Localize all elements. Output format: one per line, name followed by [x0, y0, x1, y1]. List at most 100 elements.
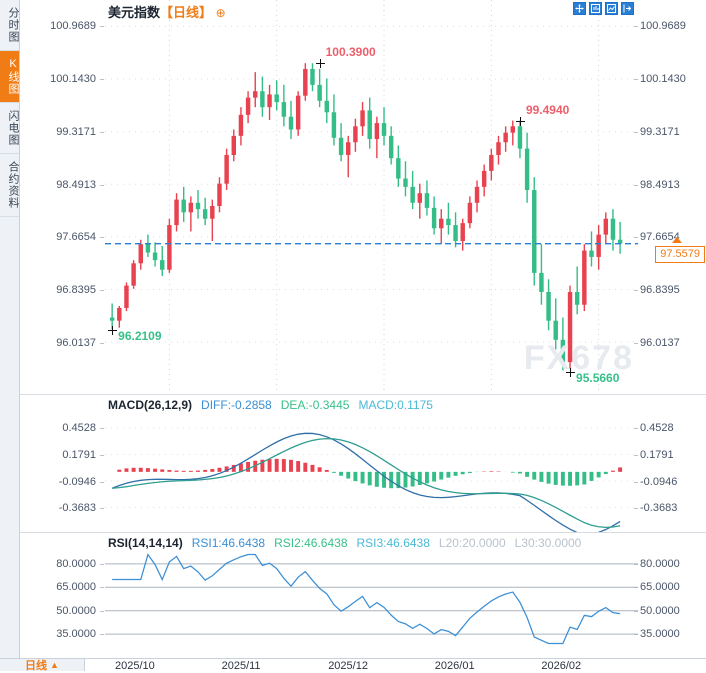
date-axis-label: 2025/11: [221, 660, 261, 672]
axis-tick: 96.0137: [640, 336, 680, 349]
axis-tick: 100.1430: [50, 73, 96, 86]
rsi-pane[interactable]: RSI(14,14,14) RSI1:46.6438 RSI2:46.6438 RSI…: [20, 533, 706, 659]
axis-tick: 97.6654: [56, 231, 96, 244]
axis-tickmark: [634, 508, 638, 510]
rsi-l30-value: L30:30.0000: [514, 536, 582, 550]
axis-tickmark: [100, 237, 104, 239]
axis-tickmark: [100, 290, 104, 292]
axis-tickmark: [100, 587, 104, 589]
rsi-axis-right: 80.0000 65.0000 50.0000 35.0000: [634, 533, 706, 659]
annotation-high-100-3900: 100.3900: [325, 45, 376, 60]
macd-pane[interactable]: MACD(26,12,9) DIFF:-0.2858 DEA:-0.3445 MACD…: [20, 395, 706, 533]
axis-tick: 99.3171: [56, 125, 96, 138]
rsi-l20-value: L20:20.0000: [438, 536, 506, 550]
footer-period-button[interactable]: 日线 ▲: [0, 659, 85, 672]
axis-tick: 100.9689: [50, 20, 96, 33]
axis-tickmark: [100, 454, 104, 456]
axis-tickmark: [100, 79, 104, 81]
macd-dea-value: DEA:-0.3445: [280, 398, 350, 412]
axis-tickmark: [100, 481, 104, 483]
candlestick-series: [105, 0, 638, 394]
axis-tickmark: [634, 481, 638, 483]
axis-tickmark: [634, 290, 638, 292]
rsi-header: RSI(14,14,14) RSI1:46.6438 RSI2:46.6438 RSI…: [108, 536, 590, 550]
date-axis-label: 2026/02: [541, 660, 582, 672]
macd-diff-value: DIFF:-0.2858: [201, 398, 272, 412]
axis-tick: 65.0000: [640, 581, 680, 594]
price-plot-area[interactable]: [105, 0, 638, 394]
axis-tick: -0.3683: [640, 502, 678, 515]
axis-tick: 96.8395: [56, 284, 96, 297]
axis-tickmark: [100, 508, 104, 510]
axis-tick: 35.0000: [640, 628, 680, 641]
macd-label: MACD(26,12,9): [108, 398, 193, 412]
axis-tickmark: [634, 342, 638, 344]
date-axis-label: 2026/01: [434, 660, 475, 672]
sidebar-item-lightning[interactable]: 闪电图: [0, 103, 19, 154]
current-price-arrow-icon: [672, 237, 682, 244]
axis-tick: 100.1430: [640, 73, 686, 86]
macd-plot-area[interactable]: [105, 395, 638, 532]
axis-tick: 50.0000: [56, 604, 96, 617]
axis-tick: 97.6654: [640, 231, 680, 244]
chart-layout-icon[interactable]: [589, 2, 602, 15]
axis-tickmark: [634, 454, 638, 456]
axis-tickmark: [634, 428, 638, 430]
footer-period-label: 日线: [25, 660, 48, 672]
sidebar-item-kline[interactable]: K线图: [0, 51, 19, 103]
macd-axis-left: 0.4528 0.1791 -0.0946 -0.3683: [28, 395, 104, 532]
chart-settings-icon[interactable]: ⊕: [215, 6, 226, 20]
date-axis-label: 2025/12: [328, 660, 368, 672]
axis-tickmark: [100, 26, 104, 28]
axis-tick: 96.0137: [56, 336, 96, 349]
rsi-label: RSI(14,14,14): [108, 536, 183, 550]
axis-tick: 35.0000: [56, 628, 96, 641]
axis-tickmark: [100, 634, 104, 636]
rsi1-value: RSI1:46.6438: [191, 536, 266, 550]
axis-tickmark: [100, 184, 104, 186]
chart-compare-icon[interactable]: [605, 2, 618, 15]
chart-expand-icon[interactable]: [621, 2, 634, 15]
sidebar-item-intraday[interactable]: 分时图: [0, 0, 19, 51]
axis-tick: 50.0000: [640, 604, 680, 617]
current-price-tag: 97.5579: [655, 246, 705, 264]
sidebar-item-contract-info[interactable]: 合约资料: [0, 154, 19, 217]
axis-tick: 80.0000: [640, 557, 680, 570]
axis-tick: 99.3171: [640, 125, 680, 138]
price-chart-pane[interactable]: 美元指数【日线】 ⊕ 100.9689 100.1430 99.3171 98.491…: [20, 0, 706, 395]
chart-toolbar: [573, 2, 634, 15]
axis-tick: 65.0000: [56, 581, 96, 594]
macd-series: [105, 427, 638, 532]
macd-axis-right: 0.4528 0.1791 -0.0946 -0.3683: [634, 395, 706, 532]
chart-title: 美元指数【日线】 ⊕: [108, 2, 226, 21]
axis-tickmark: [634, 184, 638, 186]
price-axis-right: 100.9689 100.1430 99.3171 98.4913 97.6654 96.…: [634, 0, 706, 394]
annotation-low-95-5660: 95.5660: [576, 370, 620, 385]
axis-tickmark: [100, 610, 104, 612]
axis-tick: 96.8395: [640, 284, 680, 297]
rsi-plot-area[interactable]: [105, 533, 638, 659]
axis-tickmark: [634, 131, 638, 133]
axis-tick: -0.0946: [58, 475, 96, 488]
chart-period: 【日线】: [160, 5, 213, 20]
axis-tickmark: [100, 563, 104, 565]
macd-header: MACD(26,12,9) DIFF:-0.2858 DEA:-0.3445 MACD…: [108, 398, 442, 412]
axis-tick: 0.4528: [640, 422, 674, 435]
axis-tick: 0.4528: [62, 422, 96, 435]
axis-tick: 98.4913: [640, 178, 680, 191]
axis-tickmark: [100, 428, 104, 430]
move-crosshair-icon[interactable]: [573, 2, 586, 15]
price-axis-left: 100.9689 100.1430 99.3171 98.4913 97.6654 96.…: [28, 0, 104, 394]
axis-tickmark: [634, 79, 638, 81]
chart-symbol: 美元指数: [108, 5, 161, 20]
annotation-low-96-2109: 96.2109: [118, 329, 162, 344]
axis-tick: 80.0000: [56, 557, 96, 570]
rsi-axis-left: 80.0000 65.0000 50.0000 35.0000: [28, 533, 104, 659]
axis-tick: 0.1791: [640, 448, 674, 461]
date-axis-label: 2025/10: [115, 660, 155, 672]
axis-tick: 0.1791: [62, 448, 96, 461]
rsi-series: [105, 553, 638, 645]
annotation-high-99-4940: 99.4940: [525, 102, 570, 117]
axis-tickmark: [100, 342, 104, 344]
rsi3-value: RSI3:46.6438: [356, 536, 430, 550]
